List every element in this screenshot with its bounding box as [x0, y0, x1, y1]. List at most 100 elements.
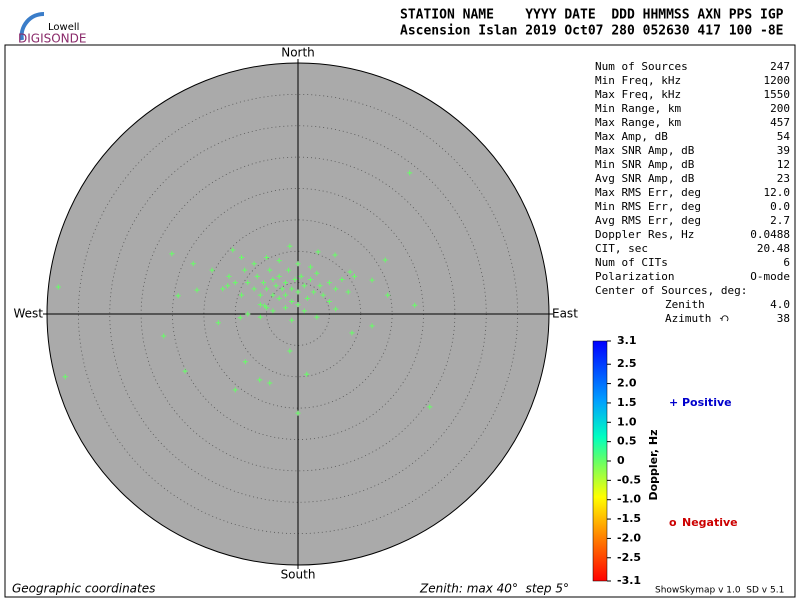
source-point — [264, 305, 270, 311]
source-point — [287, 348, 293, 354]
source-point — [276, 273, 282, 279]
colorbar-tick-label: 3.1 — [617, 334, 637, 347]
stats-table: Num of Sources 247 Min Freq, kHz 1200 Max Fr… — [595, 60, 790, 325]
source-point — [257, 292, 263, 298]
source-point — [311, 289, 317, 295]
colorbar — [592, 340, 608, 582]
source-point — [257, 377, 263, 383]
stat-label: Min SNR Amp, dB — [595, 158, 695, 171]
source-point — [382, 257, 388, 263]
source-point — [62, 374, 68, 380]
source-point — [242, 267, 248, 273]
stat-label: Polarization — [595, 270, 674, 283]
source-point — [257, 314, 263, 320]
source-point — [215, 320, 221, 326]
direction-label: North — [281, 46, 315, 60]
stat-label: Max Range, km — [595, 116, 681, 129]
colorbar-tick-label: -0.5 — [617, 473, 641, 486]
direction-label: East — [552, 307, 578, 321]
stat-label: Max Amp, dB — [595, 130, 668, 143]
source-point — [270, 292, 276, 298]
source-point — [209, 267, 215, 273]
source-point — [276, 258, 282, 264]
legend-label: Positive — [682, 396, 732, 409]
azimuth-icon — [719, 315, 729, 322]
direction-label: West — [13, 307, 43, 321]
legend-symbol: o — [669, 516, 677, 529]
stat-label: Num of CITs — [595, 256, 668, 269]
stat-value: 0.0 — [770, 200, 790, 213]
stat-value: 6 — [783, 256, 790, 269]
stat-label: Max Freq, kHz — [595, 88, 681, 101]
polar-plot: North South East West — [13, 46, 578, 582]
stat-value: 1200 — [764, 74, 791, 87]
source-point — [326, 280, 332, 286]
source-point — [279, 286, 285, 292]
stat-value: 2.7 — [770, 214, 790, 227]
source-point — [251, 261, 257, 267]
source-point — [254, 273, 260, 279]
source-point — [333, 306, 339, 312]
colorbar-tick-label: -2.0 — [617, 531, 641, 544]
source-point — [282, 280, 288, 286]
source-point — [239, 255, 245, 261]
stat-value: 39 — [777, 144, 790, 157]
source-point — [427, 404, 433, 410]
source-point — [232, 280, 238, 286]
source-point — [282, 292, 288, 298]
stat-value: 0.0488 — [750, 228, 790, 241]
source-point — [230, 247, 236, 253]
stat-label: Zenith — [665, 298, 705, 311]
stat-value: 54 — [777, 130, 791, 143]
legend-label: Negative — [682, 516, 738, 529]
stat-label: Max SNR Amp, dB — [595, 144, 695, 157]
source-point — [232, 387, 238, 393]
source-point — [298, 273, 304, 279]
source-point — [267, 267, 273, 273]
source-point — [251, 286, 257, 292]
stat-value: 457 — [770, 116, 790, 129]
source-point — [190, 261, 196, 267]
source-point — [55, 284, 61, 290]
stat-label: Max RMS Err, deg — [595, 186, 701, 199]
colorbar-tick-label: 2.0 — [617, 377, 637, 390]
stat-value: 247 — [770, 60, 790, 73]
stat-value: 38 — [777, 312, 790, 325]
source-point — [333, 286, 339, 292]
source-point — [315, 249, 321, 255]
stat-label: Min Freq, kHz — [595, 74, 681, 87]
source-point — [314, 270, 320, 276]
stat-label: Azimuth — [665, 312, 711, 325]
source-point — [161, 333, 167, 339]
source-point — [345, 289, 351, 295]
legend-symbol: + — [669, 396, 678, 409]
source-point — [245, 280, 251, 286]
source-point — [289, 286, 295, 292]
source-point — [257, 302, 263, 308]
source-point — [339, 276, 345, 282]
source-point — [332, 252, 338, 258]
source-point — [326, 298, 332, 304]
stat-value: 200 — [770, 102, 790, 115]
colorbar-tick-label: 0.5 — [617, 435, 637, 448]
source-point — [304, 371, 310, 377]
source-point — [292, 276, 298, 282]
source-point — [369, 277, 375, 283]
stat-value: O-mode — [750, 270, 790, 283]
source-point — [301, 308, 307, 314]
source-point — [295, 289, 301, 295]
source-point — [245, 311, 251, 317]
source-point — [226, 273, 232, 279]
source-point — [175, 293, 181, 299]
source-point — [220, 286, 226, 292]
source-point — [289, 317, 295, 323]
source-point — [237, 315, 243, 321]
stat-label: Avg RMS Err, deg — [595, 214, 701, 227]
source-point — [225, 283, 231, 289]
source-point — [314, 314, 320, 320]
source-point — [270, 276, 276, 282]
source-point — [264, 286, 270, 292]
source-point — [270, 308, 276, 314]
stat-value: 1550 — [764, 88, 791, 101]
colorbar-tick-label: 0 — [617, 454, 625, 467]
